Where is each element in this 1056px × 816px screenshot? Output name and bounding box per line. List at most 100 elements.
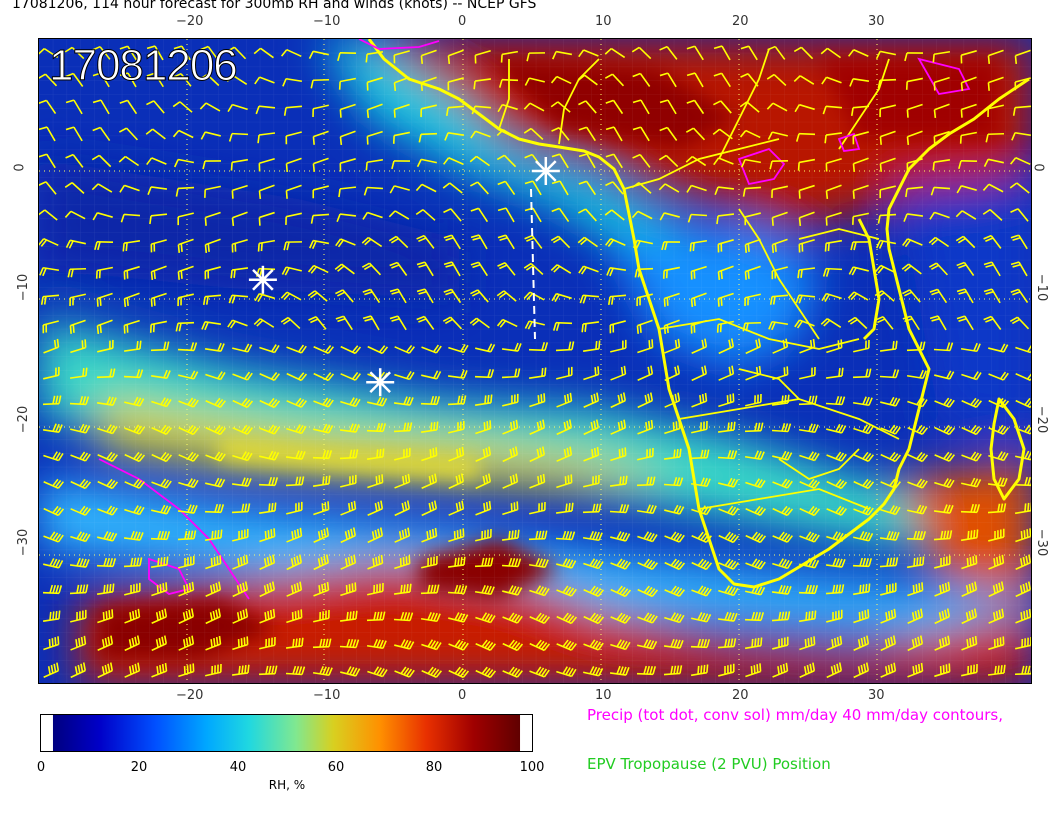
wind-barb	[70, 451, 91, 462]
wind-barb	[173, 45, 191, 61]
wind-barb	[772, 558, 793, 570]
wind-barb	[529, 666, 550, 678]
wind-barb	[39, 181, 57, 195]
wind-barb	[664, 504, 685, 515]
wind-barb	[637, 339, 654, 354]
wind-barb	[43, 662, 60, 678]
wind-barb	[475, 343, 496, 353]
wind-barb	[204, 185, 221, 198]
legend-precip: Precip (tot dot, conv sol) mm/day 40 mm/…	[587, 706, 1003, 724]
wind-barb	[69, 367, 88, 379]
wind-barb	[714, 186, 735, 196]
wind-barb	[772, 366, 789, 381]
wind-barb	[879, 557, 899, 568]
wind-barb	[610, 639, 631, 651]
wind-barb	[906, 369, 927, 380]
wind-barb	[497, 234, 515, 250]
wind-barb	[178, 581, 195, 597]
wind-barb	[826, 339, 843, 354]
wind-barb	[852, 157, 869, 172]
wind-barb	[663, 319, 680, 334]
wind-barb	[523, 291, 545, 301]
wind-barb	[338, 77, 357, 90]
wind-barb	[340, 371, 361, 381]
wind-barb	[853, 339, 870, 353]
wind-barb	[983, 261, 1001, 277]
wind-barb	[500, 50, 519, 63]
rh-wind-map[interactable]	[39, 39, 1032, 684]
wind-barb	[259, 371, 281, 381]
wind-barb	[392, 131, 411, 144]
wind-barb	[907, 662, 924, 678]
wind-barb	[65, 239, 86, 249]
wind-barb	[367, 396, 388, 407]
wind-barb	[232, 451, 253, 462]
wind-barb	[903, 213, 924, 222]
wind-barb	[389, 315, 407, 331]
wind-barb	[744, 422, 764, 433]
wind-barb	[610, 558, 631, 570]
wind-barb	[286, 554, 303, 571]
wind-barb	[578, 153, 596, 169]
storm-marker-2	[366, 368, 395, 397]
wind-barb	[65, 99, 83, 115]
wind-barb	[150, 265, 167, 280]
wind-barb	[982, 208, 1003, 221]
wind-barb	[551, 127, 570, 141]
wind-barb	[799, 505, 821, 517]
wind-barb	[955, 210, 977, 220]
wind-barb	[1009, 156, 1031, 166]
wind-barb	[960, 103, 977, 118]
wind-barb	[177, 342, 198, 352]
wind-barb	[339, 130, 356, 146]
wind-barb	[523, 102, 545, 112]
map-panel[interactable]: 17081206	[38, 38, 1032, 684]
wind-barb	[70, 478, 92, 490]
wind-barb	[204, 503, 225, 514]
wind-barb	[961, 397, 983, 408]
wind-barb	[658, 154, 679, 168]
wind-barb	[686, 45, 704, 61]
wind-barb	[388, 235, 409, 249]
wind-barb	[985, 132, 1005, 143]
wind-barb	[690, 638, 711, 649]
wind-barb	[552, 50, 573, 60]
wind-barb	[151, 582, 168, 597]
wind-barb	[120, 213, 141, 223]
wind-barb	[151, 662, 168, 678]
lon-tick-top: 0	[458, 14, 467, 29]
wind-barb	[448, 446, 465, 462]
lat-tick-right: −30	[1034, 528, 1050, 557]
wind-barb	[847, 316, 868, 330]
wind-barb	[772, 338, 789, 354]
wind-barb	[853, 424, 874, 435]
wind-barb	[636, 504, 657, 515]
wind-barb	[259, 424, 280, 435]
wind-barb	[474, 369, 495, 379]
wind-barb	[366, 130, 383, 145]
wind-barb	[257, 239, 276, 252]
wind-barb	[416, 288, 434, 304]
wind-barb	[663, 448, 682, 460]
wind-barb	[257, 132, 276, 144]
wind-barb	[177, 293, 194, 307]
wind-barb	[609, 475, 628, 487]
wind-barb	[907, 635, 924, 652]
wind-barb	[145, 128, 166, 140]
wind-barb	[610, 339, 627, 353]
wind-barb	[227, 319, 248, 329]
wind-barb	[310, 78, 330, 89]
wind-barb	[366, 638, 387, 650]
wind-barb	[583, 612, 605, 625]
wind-barb	[448, 639, 469, 651]
wind-barb	[663, 638, 684, 649]
wind-barb	[551, 207, 570, 223]
wind-barb	[983, 315, 1002, 330]
wind-barb	[421, 473, 438, 489]
wind-barb	[578, 180, 597, 196]
wind-barb	[64, 181, 85, 194]
wind-barb	[906, 158, 923, 172]
wind-barb	[853, 531, 874, 542]
wind-barb	[146, 72, 164, 88]
wind-barb	[637, 558, 659, 570]
